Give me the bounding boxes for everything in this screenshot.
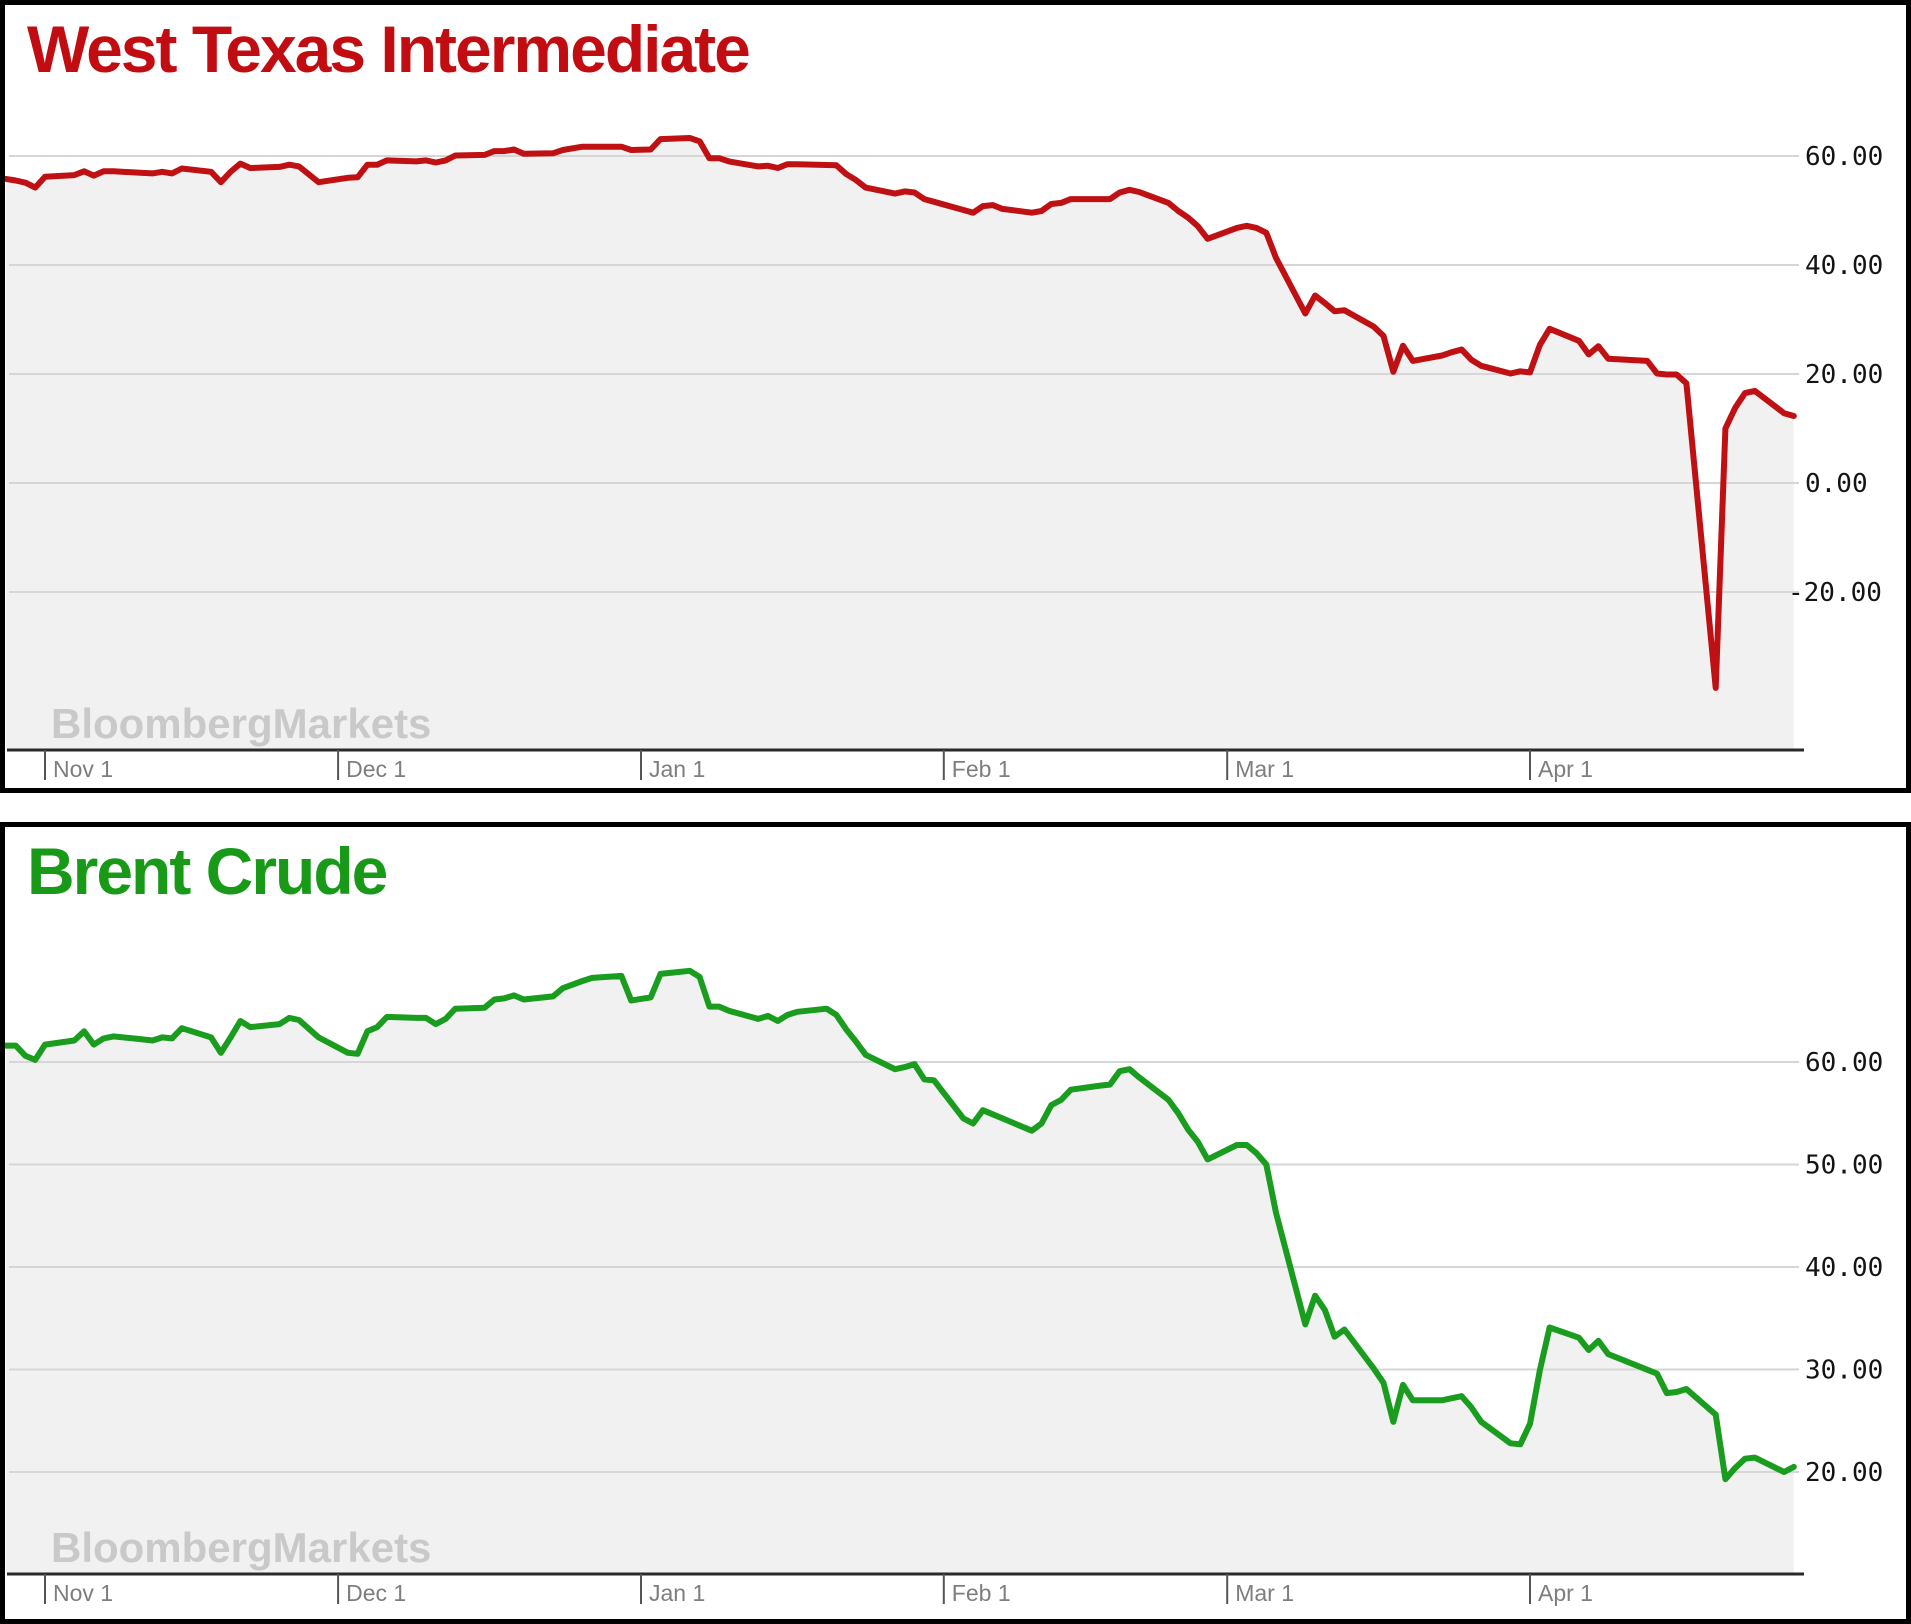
brent-chart-svg: 60.00 50.00 40.00 30.00 20.00 BloombergMarket…: [5, 967, 1883, 1606]
area-fill: [5, 970, 1794, 1574]
month-label: Feb 1: [952, 756, 1011, 782]
price-line: [5, 967, 1797, 1483]
y-axis-label: -20.00: [1788, 578, 1882, 608]
month-label: Dec 1: [346, 756, 406, 782]
y-axis-label: 50.00: [1805, 1151, 1883, 1181]
watermark-text: BloombergMarkets: [51, 1524, 431, 1571]
wti-chart-panel: West Texas Intermediate 60.00 40.00 20.00 0…: [0, 0, 1911, 793]
price-line: [5, 135, 1797, 691]
y-axis-label: 40.00: [1805, 251, 1883, 281]
y-axis-label: 60.00: [1805, 142, 1883, 172]
y-axis-label: 60.00: [1805, 1048, 1883, 1078]
area-fill: [5, 138, 1794, 750]
y-axis-label: 20.00: [1805, 360, 1883, 390]
brent-chart-panel: Brent Crude 60.00 50.00 40.00 30.00 20.00 Blo…: [0, 822, 1911, 1624]
month-label: Apr 1: [1538, 1580, 1593, 1606]
month-label: Dec 1: [346, 1580, 406, 1606]
y-axis-label: 30.00: [1805, 1356, 1883, 1386]
y-axis-label: 20.00: [1805, 1458, 1883, 1488]
month-label: Nov 1: [53, 1580, 113, 1606]
month-label: Jan 1: [649, 756, 705, 782]
brent-chart-title: Brent Crude: [27, 834, 388, 908]
month-label: Nov 1: [53, 756, 113, 782]
wti-chart-title: West Texas Intermediate: [27, 12, 751, 86]
watermark-text: BloombergMarkets: [51, 700, 431, 747]
month-label: Jan 1: [649, 1580, 705, 1606]
month-label: Feb 1: [952, 1580, 1011, 1606]
y-axis-label: 0.00: [1805, 469, 1868, 499]
y-axis-label: 40.00: [1805, 1253, 1883, 1283]
month-label: Mar 1: [1235, 756, 1294, 782]
month-label: Apr 1: [1538, 756, 1593, 782]
wti-chart-svg: 60.00 40.00 20.00 0.00 -20.00 BloombergMarket…: [5, 135, 1883, 782]
month-label: Mar 1: [1235, 1580, 1294, 1606]
